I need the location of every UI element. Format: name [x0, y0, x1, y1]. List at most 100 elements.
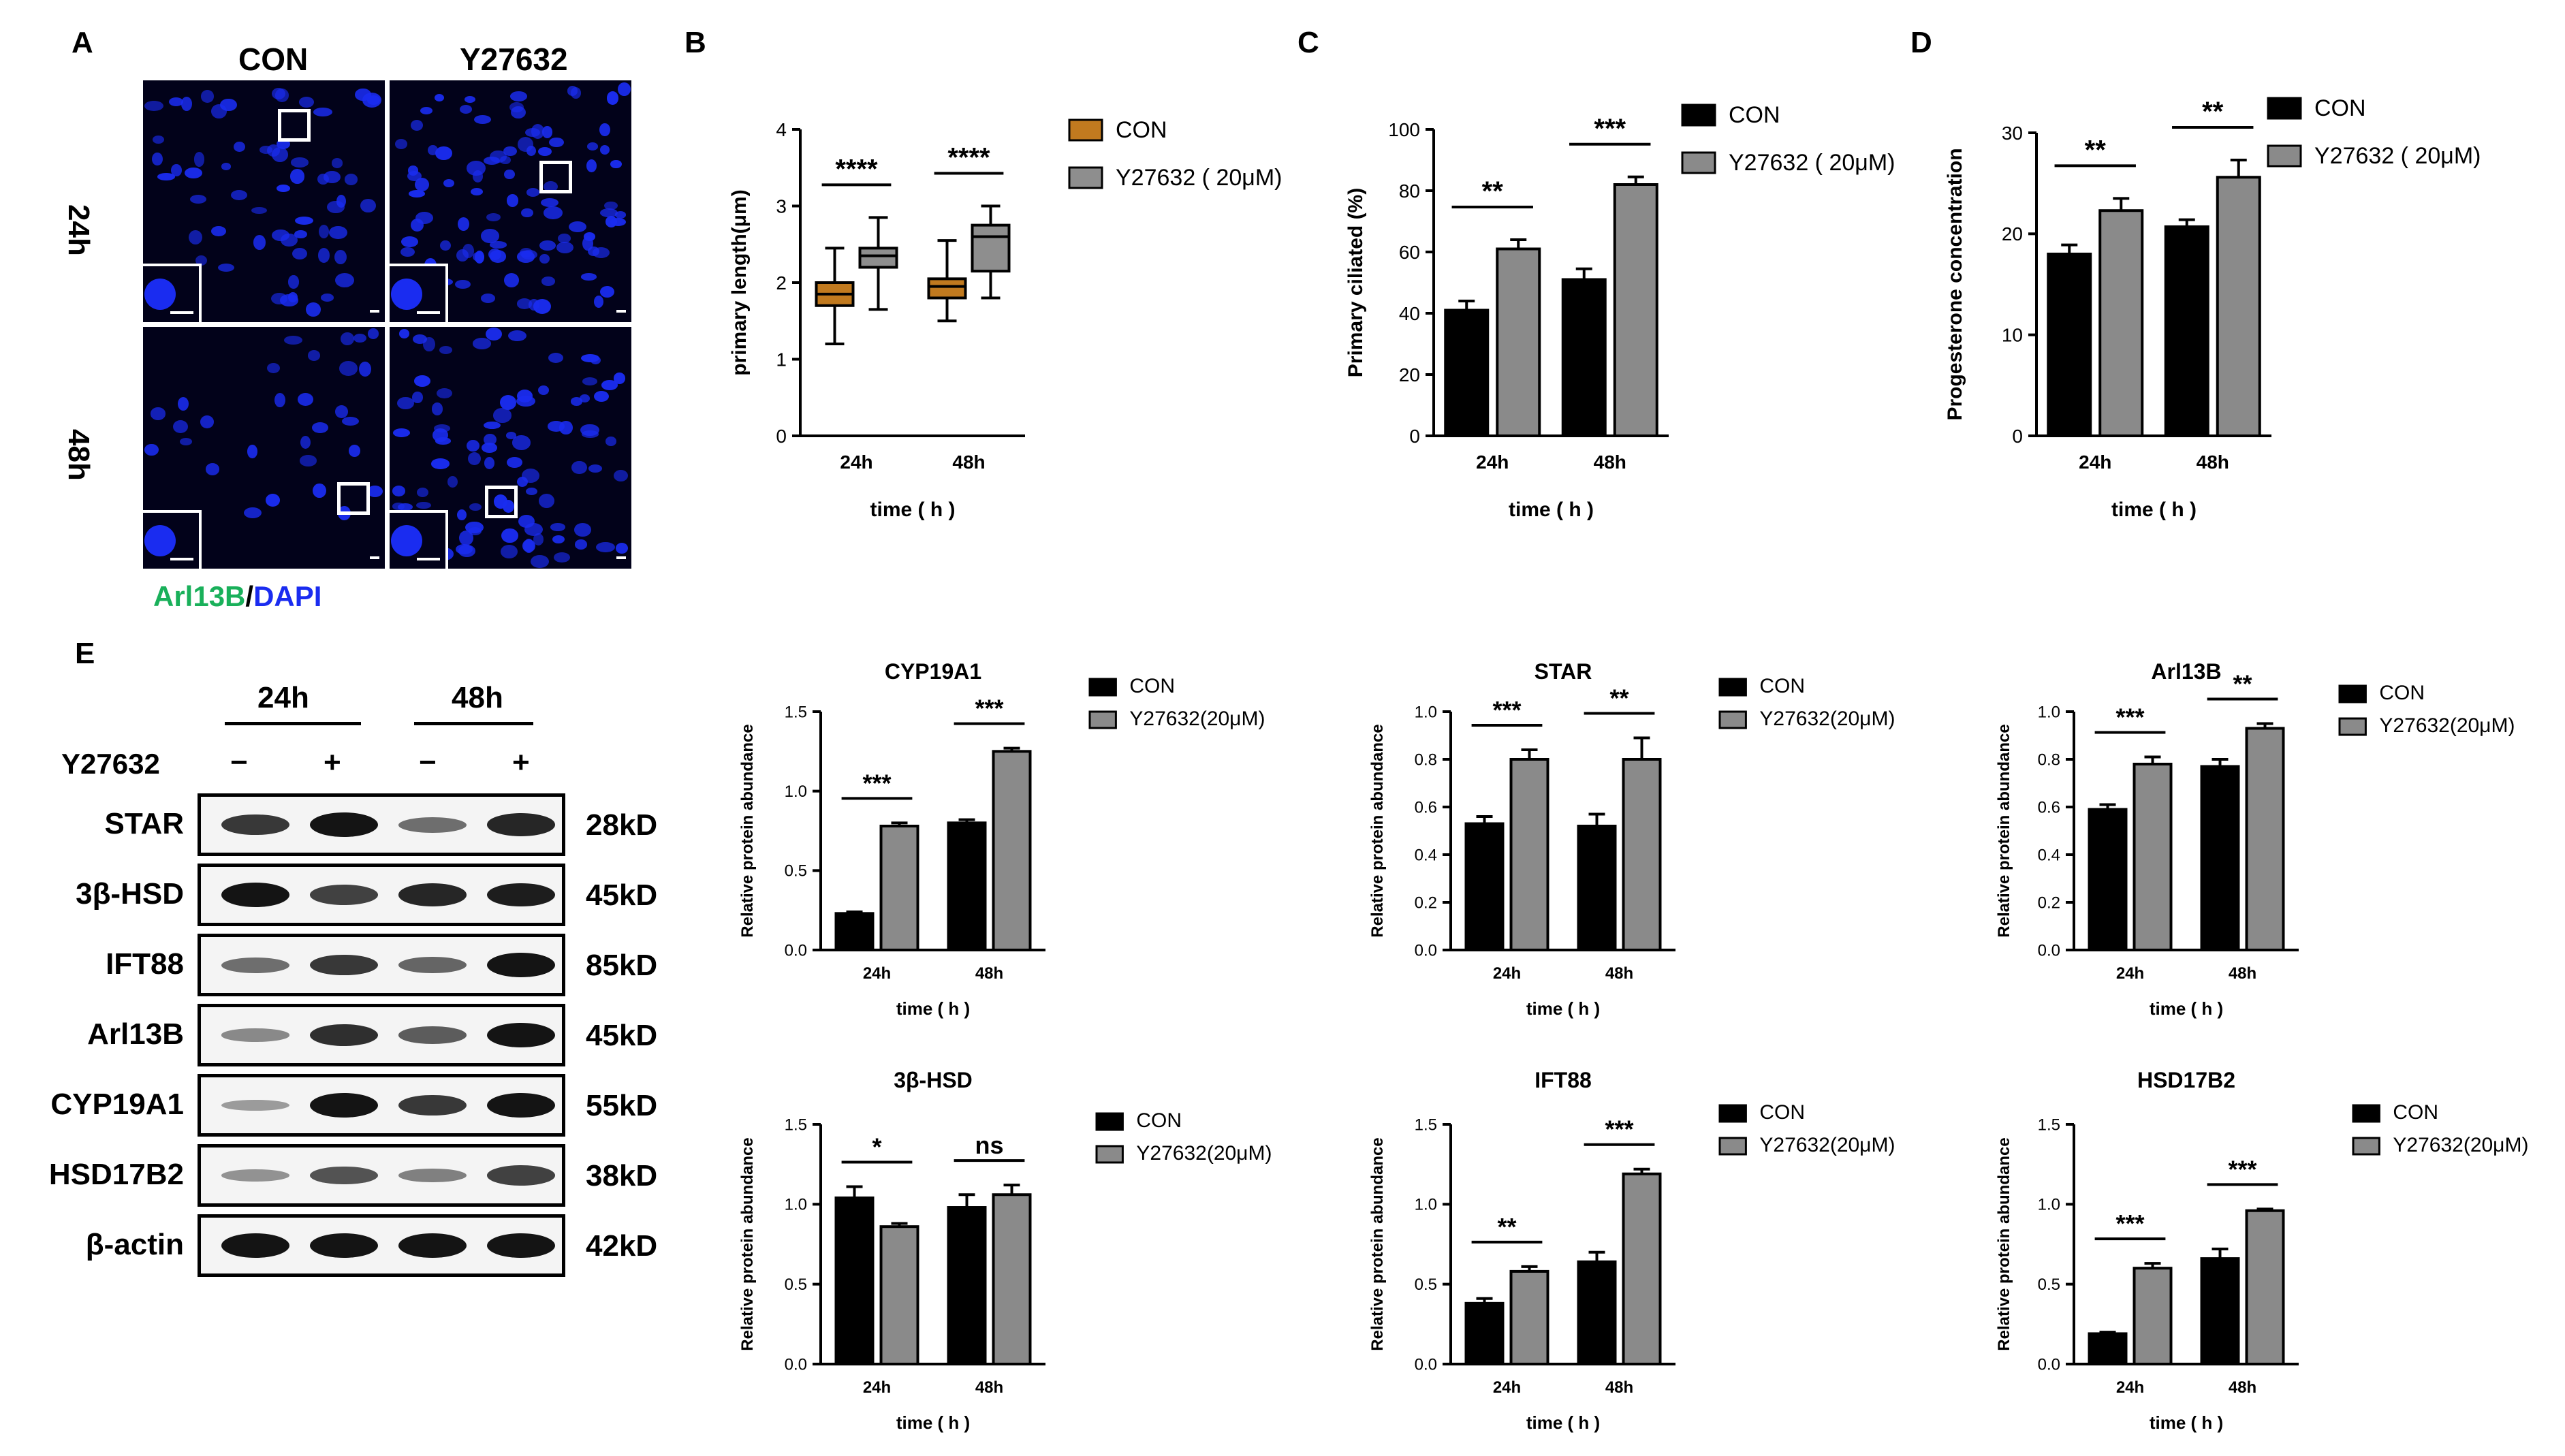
nucleus — [195, 255, 207, 266]
wb-band — [487, 883, 555, 907]
nucleus — [171, 163, 182, 176]
x-tick-label: 48h — [1605, 964, 1633, 983]
y-tick-label: 0.8 — [2038, 750, 2060, 769]
y-tick-label: 1.0 — [1415, 703, 1437, 721]
roi-box — [337, 482, 370, 515]
legend-swatch — [1718, 1104, 1747, 1123]
legend-label: CON — [1129, 675, 1175, 697]
wb-kd: 45kD — [586, 879, 658, 912]
y-axis-label: Relative protein abundance — [738, 724, 757, 937]
nucleus — [251, 206, 267, 215]
y-tick-label: 1.0 — [785, 782, 807, 801]
zoom-nucleus — [391, 525, 422, 556]
nucleus — [243, 507, 262, 519]
y-tick-label: 0.2 — [1415, 893, 1437, 912]
nucleus — [247, 445, 257, 459]
bar — [947, 821, 987, 951]
y-tick-label: 1.5 — [785, 703, 807, 721]
wb-band — [487, 1165, 555, 1186]
y-axis-label: Relative protein abundance — [738, 1137, 757, 1350]
nucleus — [575, 539, 588, 550]
nucleus — [360, 198, 376, 212]
nucleus — [526, 188, 540, 197]
x-tick-label: 48h — [2229, 964, 2256, 983]
chart-title: CYP19A1 — [885, 659, 981, 684]
sig-label: *** — [2228, 1155, 2256, 1183]
y-tick-label: 30 — [2002, 123, 2023, 144]
nucleus — [298, 96, 315, 108]
y-tick-label: 0.6 — [1415, 798, 1437, 817]
wb-sign-1: − — [230, 746, 248, 779]
nucleus — [517, 137, 533, 152]
wb-kd: 55kD — [586, 1089, 658, 1122]
nucleus — [408, 189, 426, 197]
y-tick-label: 0.4 — [1415, 846, 1437, 864]
nucleus — [334, 250, 347, 265]
nucleus — [571, 460, 587, 475]
wb-label: Arl13B — [87, 1017, 184, 1051]
y-axis-label: Relative protein abundance — [1995, 724, 2013, 937]
y-tick-label: 1.0 — [2038, 703, 2060, 721]
nucleus — [435, 146, 452, 161]
stain-dapi: DAPI — [253, 580, 322, 612]
wb-band — [221, 1028, 289, 1042]
nucleus — [443, 179, 455, 188]
wb-band — [221, 883, 289, 907]
wb-label: HSD17B2 — [48, 1158, 184, 1191]
nucleus — [484, 456, 494, 469]
wb-line-48h — [414, 722, 533, 725]
bar — [1561, 278, 1607, 437]
nucleus — [439, 346, 453, 355]
legend-label: Y27632(20μM) — [2379, 714, 2515, 737]
x-axis-label: time ( h ) — [870, 498, 956, 521]
nucleus — [504, 170, 515, 180]
wb-blot — [198, 1214, 565, 1277]
x-axis-label: time ( h ) — [896, 1412, 970, 1433]
chart-e-star: STAR 0.0 0.2 0.4 0.6 0.8 1.0 Relative protein a… — [1368, 659, 1895, 1019]
nucleus — [308, 350, 320, 361]
scale-bar — [370, 556, 379, 559]
y-tick-label: 0.4 — [2038, 846, 2060, 864]
stain-separator: / — [245, 580, 254, 612]
zoom-inset — [143, 264, 202, 322]
x-tick-label: 24h — [840, 452, 872, 473]
nucleus — [412, 334, 428, 345]
wb-band — [221, 814, 289, 836]
nucleus — [472, 170, 484, 183]
nucleus — [274, 392, 286, 407]
nucleus — [459, 531, 474, 546]
nucleus — [485, 327, 502, 341]
nucleus — [189, 195, 207, 204]
zoom-nucleus — [144, 525, 176, 556]
wb-time-24h: 24h — [257, 681, 309, 714]
sig-label: **** — [947, 143, 990, 173]
nucleus — [431, 458, 450, 469]
wb-blot — [198, 864, 565, 926]
x-tick-label: 24h — [1493, 1378, 1521, 1397]
wb-sign-2: + — [324, 746, 341, 779]
inset-scale-bar — [170, 558, 193, 560]
wb-band — [398, 883, 467, 906]
nucleus — [521, 208, 533, 218]
nucleus — [317, 248, 330, 263]
nucleus — [582, 377, 598, 386]
nucleus — [311, 422, 329, 434]
nucleus — [399, 329, 410, 338]
nucleus — [294, 230, 307, 238]
nucleus — [516, 298, 533, 310]
wb-line-24h — [225, 722, 361, 725]
bar — [2133, 1267, 2173, 1366]
wb-band — [487, 813, 555, 836]
wb-label: CYP19A1 — [50, 1088, 184, 1121]
legend-swatch — [1095, 1112, 1124, 1131]
nucleus — [206, 463, 220, 475]
wb-band — [398, 1168, 467, 1183]
y-tick-label: 80 — [1399, 180, 1420, 202]
nucleus — [600, 144, 610, 155]
legend-swatch — [1088, 710, 1117, 729]
zoom-inset — [143, 510, 202, 569]
nucleus — [313, 107, 332, 116]
bar — [1577, 825, 1617, 951]
nucleus — [525, 488, 538, 496]
y-tick-label: 1.0 — [1415, 1196, 1437, 1214]
